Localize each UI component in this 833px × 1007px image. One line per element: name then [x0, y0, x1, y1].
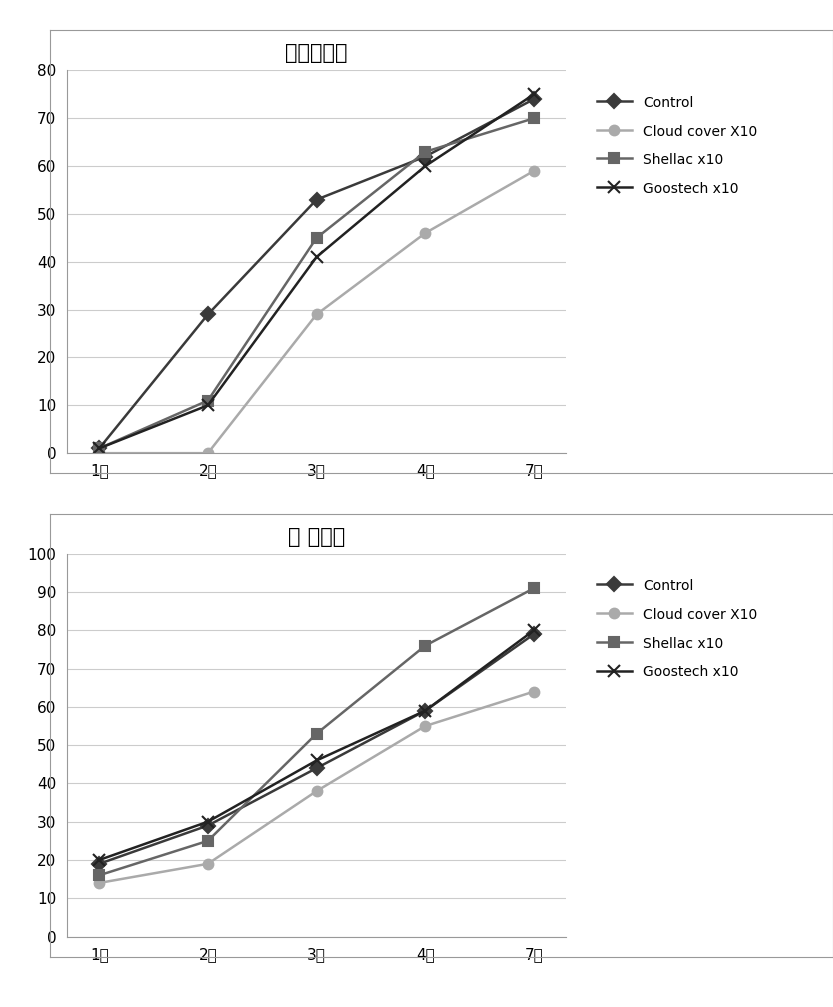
- Shellac x10: [94, 869, 104, 881]
- Goostech x10: [312, 251, 322, 263]
- Control: [529, 628, 539, 640]
- Goostech x10: [203, 399, 213, 411]
- Cloud cover X10: [529, 686, 539, 698]
- Line: Cloud cover X10: Cloud cover X10: [94, 166, 539, 458]
- Control: [420, 150, 430, 162]
- Goostech x10: [203, 816, 213, 828]
- Line: Shellac x10: Shellac x10: [94, 583, 539, 880]
- Shellac x10: [203, 395, 213, 407]
- Control: [312, 762, 322, 774]
- Line: Control: Control: [94, 629, 539, 869]
- Cloud cover X10: [312, 785, 322, 798]
- Control: [203, 308, 213, 320]
- Cloud cover X10: [94, 447, 104, 459]
- Shellac x10: [529, 112, 539, 124]
- Cloud cover X10: [420, 720, 430, 732]
- Shellac x10: [420, 639, 430, 652]
- Goostech x10: [420, 705, 430, 717]
- Shellac x10: [94, 442, 104, 454]
- Goostech x10: [529, 89, 539, 101]
- Control: [94, 858, 104, 870]
- Legend: Control, Cloud cover X10, Shellac x10, Goostech x10: Control, Cloud cover X10, Shellac x10, G…: [591, 90, 763, 201]
- Title: 잎 피해율: 잎 피해율: [288, 527, 345, 547]
- Cloud cover X10: [94, 877, 104, 889]
- Control: [420, 705, 430, 717]
- Line: Goostech x10: Goostech x10: [93, 89, 540, 454]
- Shellac x10: [312, 232, 322, 244]
- Shellac x10: [420, 146, 430, 158]
- Control: [312, 193, 322, 205]
- Goostech x10: [94, 442, 104, 454]
- Title: 이삭피해율: 이삭피해율: [285, 43, 348, 63]
- Line: Goostech x10: Goostech x10: [93, 624, 540, 866]
- Legend: Control, Cloud cover X10, Shellac x10, Goostech x10: Control, Cloud cover X10, Shellac x10, G…: [591, 573, 763, 685]
- Control: [203, 820, 213, 832]
- Cloud cover X10: [420, 227, 430, 239]
- Cloud cover X10: [203, 447, 213, 459]
- Goostech x10: [94, 854, 104, 866]
- Cloud cover X10: [312, 308, 322, 320]
- Line: Control: Control: [94, 95, 539, 453]
- Cloud cover X10: [203, 858, 213, 870]
- Goostech x10: [420, 160, 430, 172]
- Shellac x10: [203, 835, 213, 847]
- Line: Cloud cover X10: Cloud cover X10: [94, 687, 539, 888]
- Control: [529, 93, 539, 105]
- Shellac x10: [312, 728, 322, 740]
- Cloud cover X10: [529, 165, 539, 177]
- Control: [94, 442, 104, 454]
- Goostech x10: [529, 624, 539, 636]
- Shellac x10: [529, 582, 539, 594]
- Line: Shellac x10: Shellac x10: [94, 114, 539, 453]
- Goostech x10: [312, 754, 322, 766]
